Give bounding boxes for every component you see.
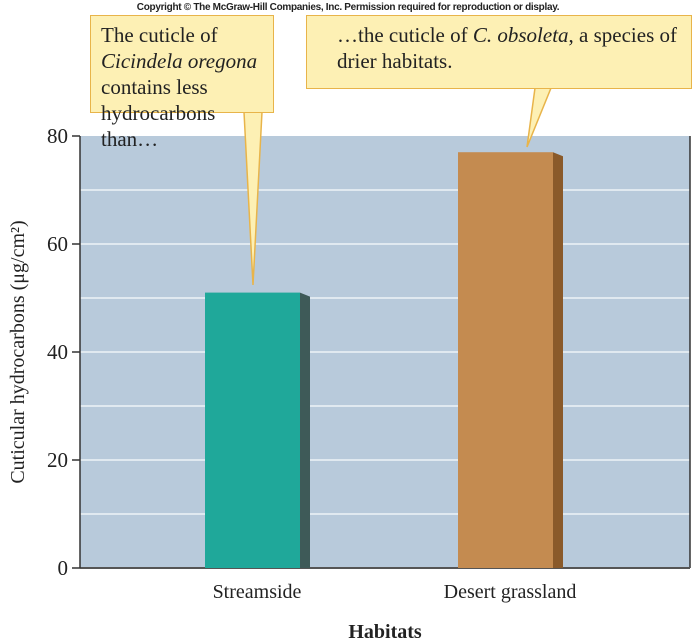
y-tick-label: 20 [47,448,68,472]
y-tick-label: 40 [47,340,68,364]
callout-streamside: The cuticle of Cicindela oregona contain… [90,15,274,151]
y-tick-label: 80 [47,124,68,148]
callout-text: contains less hydrocarbons than… [101,75,216,151]
callout-text: C. obsoleta [472,23,569,47]
callout-desert: …the cuticle of C. obsoleta, a species o… [306,15,692,89]
y-tick-label: 60 [47,232,68,256]
y-axis-label: Cuticular hydrocarbons (μg/cm²) [7,220,29,483]
callout-text: , a species of drier habitats. [337,23,678,73]
callout-text: The cuticle of [101,23,218,47]
bar-side [300,292,310,568]
callout-text: oregona [187,49,258,73]
copyright-notice: Copyright © The McGraw-Hill Companies, I… [136,2,560,13]
callout-text: Cicindela [101,49,183,73]
x-tick-label: Desert grassland [444,581,577,603]
bar-streamside [205,292,300,568]
x-tick-label: Streamside [213,581,302,603]
x-axis-label: Habitats [348,621,422,643]
y-tick-label: 0 [58,556,69,580]
bar-desert-grassland [458,152,553,568]
bar-side [553,152,563,568]
callout-text: …the cuticle of [337,23,473,47]
